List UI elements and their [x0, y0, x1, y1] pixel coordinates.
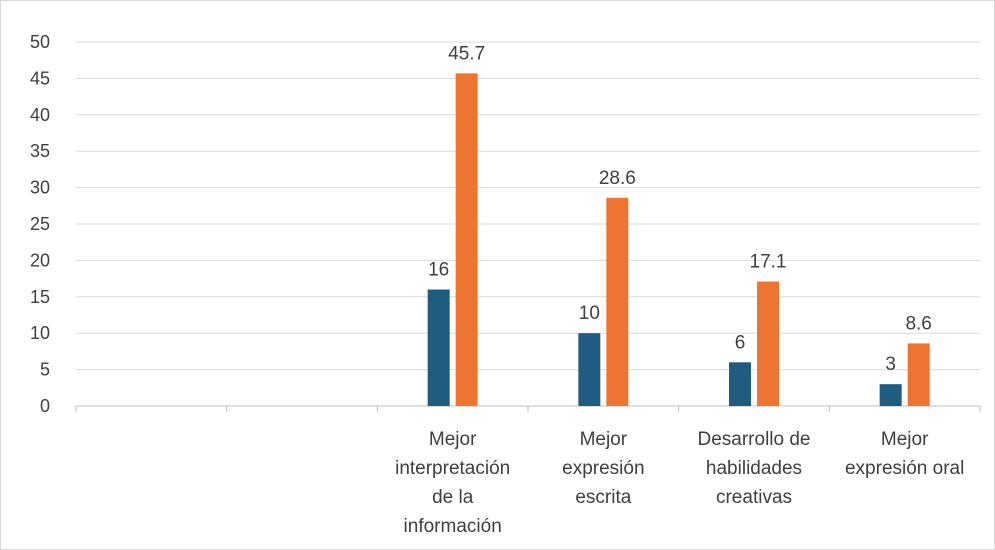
category-label-3-line-1: Mejor [429, 429, 477, 450]
gridlines [76, 41, 980, 371]
y-tick-label-15: 15 [30, 287, 50, 307]
category-label-6-line-1: Mejor [881, 429, 929, 450]
data-label-series2-cat6: 8.6 [905, 313, 931, 334]
category-label-5-line-1: Desarrollo de [698, 429, 811, 450]
bar-series1-cat4 [578, 333, 601, 406]
x-axis [75, 405, 981, 412]
y-axis-ticks: 0 5 10 15 20 25 30 35 40 45 50 [30, 32, 50, 416]
y-tick-label-40: 40 [30, 105, 50, 125]
y-tick-label-10: 10 [30, 323, 50, 343]
y-tick-label-35: 35 [30, 141, 50, 161]
category-label-6-line-2: expresión oral [845, 458, 964, 479]
data-label-series1-cat6: 3 [885, 354, 896, 375]
category-label-3-line-4: información [404, 516, 502, 537]
bar-series2-cat3 [455, 73, 478, 406]
category-label-3-line-3: de la [432, 487, 474, 508]
bar-series1-cat5 [729, 362, 751, 406]
bar-series1-cat6 [879, 384, 902, 406]
y-tick-label-5: 5 [40, 360, 50, 380]
data-label-series1-cat5: 6 [735, 332, 746, 353]
y-tick-label-20: 20 [30, 250, 50, 270]
category-label-4-line-2: expresión [562, 458, 644, 479]
bar-series2-cat6 [907, 343, 930, 406]
bars [427, 73, 930, 406]
data-labels: 16 45.7 10 28.6 6 17.1 3 8.6 [428, 43, 932, 375]
category-label-4-line-1: Mejor [580, 429, 628, 450]
data-label-series2-cat3: 45.7 [448, 43, 485, 64]
bar-series2-cat5 [757, 281, 779, 406]
data-label-series2-cat4: 28.6 [599, 168, 636, 189]
bar-series2-cat4 [606, 197, 629, 406]
category-label-3-line-2: interpretación [395, 458, 510, 479]
y-tick-label-50: 50 [30, 32, 50, 52]
category-label-5-line-2: habilidades [706, 458, 802, 479]
category-labels: Mejor interpretación de la información Mejor… [395, 429, 964, 537]
category-label-4-line-3: escrita [575, 487, 631, 508]
y-tick-label-0: 0 [40, 396, 50, 416]
y-tick-label-45: 45 [30, 68, 50, 88]
category-label-5-line-3: creativas [716, 487, 792, 508]
data-label-series1-cat3: 16 [428, 260, 449, 281]
data-label-series1-cat4: 10 [579, 303, 600, 324]
y-tick-label-25: 25 [30, 214, 50, 234]
y-tick-label-30: 30 [30, 178, 50, 198]
data-label-series2-cat5: 17.1 [750, 252, 787, 273]
bar-series1-cat3 [427, 289, 450, 406]
